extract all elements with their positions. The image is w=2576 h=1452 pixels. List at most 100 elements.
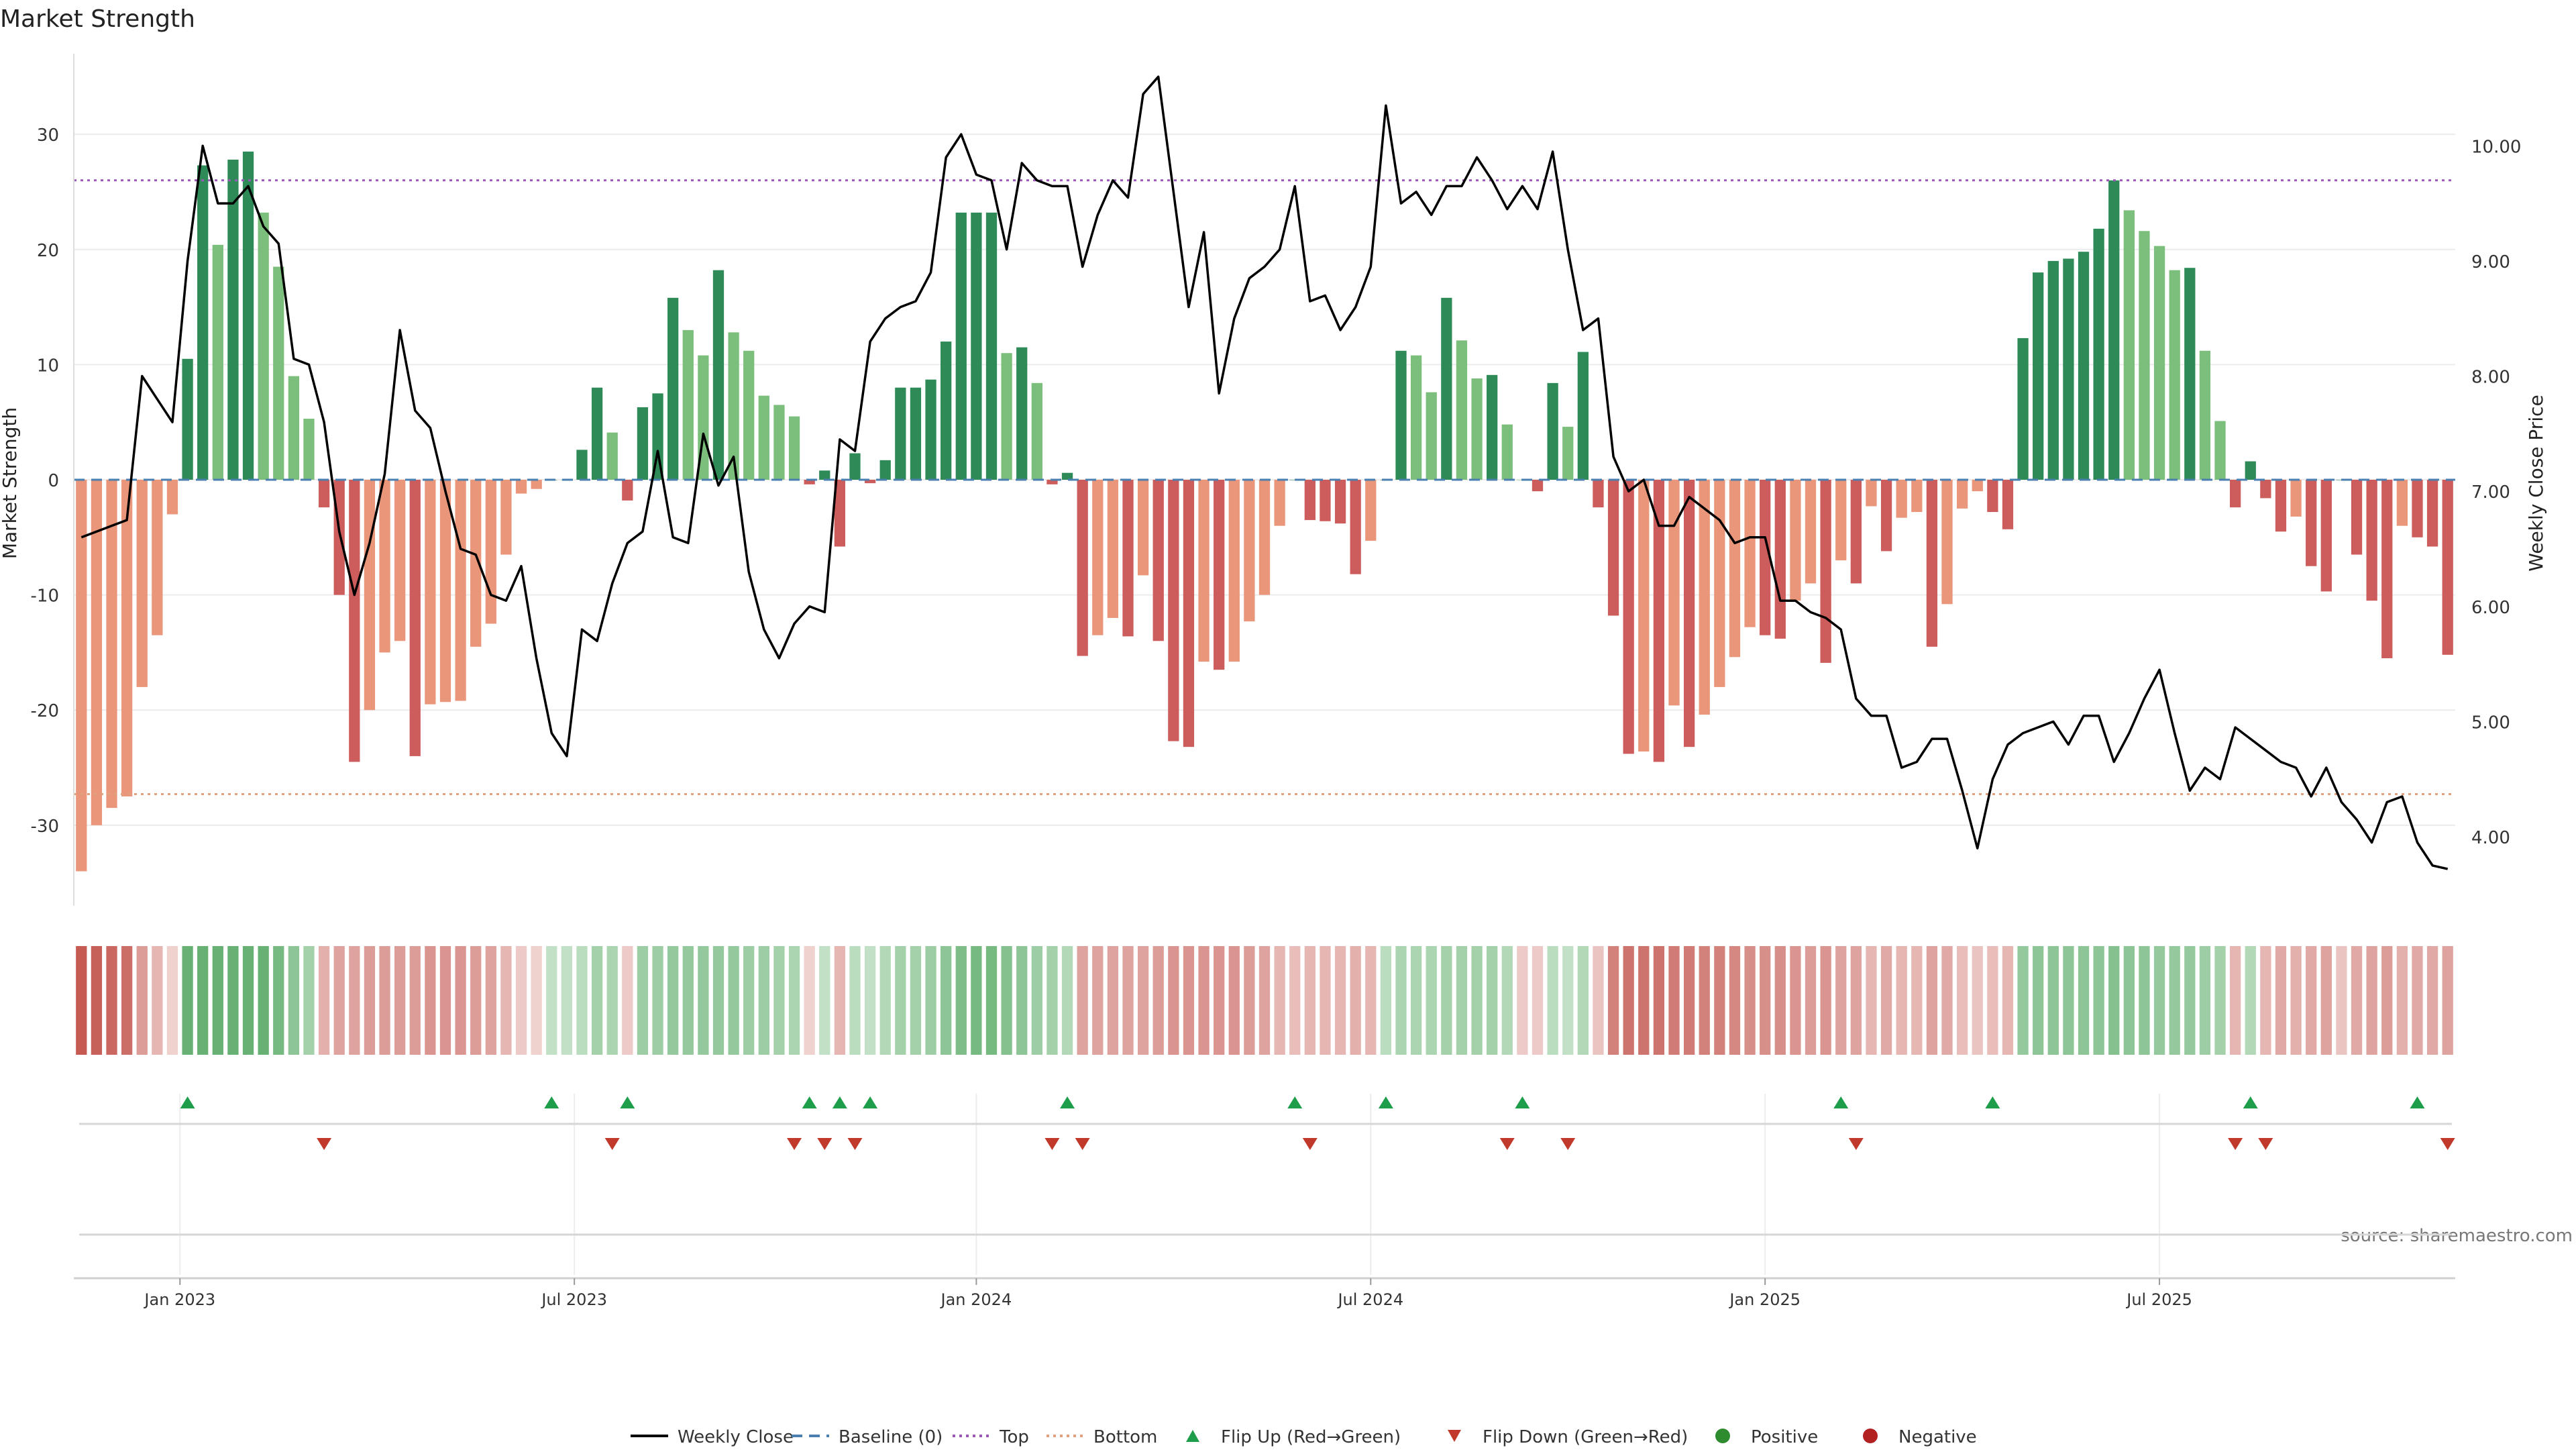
heat-band bbox=[2047, 946, 2059, 1055]
heat-band bbox=[1077, 946, 1088, 1055]
strength-bar bbox=[1805, 480, 1817, 584]
strength-bar bbox=[1744, 480, 1756, 627]
strength-bar bbox=[2290, 480, 2302, 517]
heat-band bbox=[1699, 946, 1710, 1055]
heat-band bbox=[2381, 946, 2393, 1055]
y2-axis-label: Weekly Close Price bbox=[2525, 395, 2547, 571]
flip-up-marker bbox=[1060, 1096, 1075, 1108]
legend-item: Baseline (0) bbox=[792, 1427, 943, 1447]
strength-bar bbox=[1774, 480, 1786, 639]
strength-bar bbox=[1880, 480, 1892, 552]
x-tick-label: Jul 2023 bbox=[540, 1290, 607, 1309]
legend: Weekly Close Baseline (0) Top Bottom Flip Up… bbox=[631, 1427, 1977, 1447]
heat-band bbox=[1820, 946, 1831, 1055]
strength-bar bbox=[2412, 480, 2423, 537]
heat-band bbox=[1244, 946, 1255, 1055]
strength-bar bbox=[2229, 480, 2241, 508]
strength-bar bbox=[1760, 480, 1771, 635]
heat-band bbox=[2442, 946, 2453, 1055]
heat-band bbox=[1031, 946, 1042, 1055]
flip-up-marker bbox=[2410, 1096, 2425, 1108]
heat-band bbox=[1517, 946, 1528, 1055]
heat-band bbox=[1532, 946, 1544, 1055]
heat-band bbox=[985, 946, 998, 1055]
legend-item: Bottom bbox=[1046, 1427, 1157, 1447]
heat-band bbox=[1289, 946, 1301, 1055]
y2-tick-label: 4.00 bbox=[2471, 828, 2510, 848]
strength-bar bbox=[1001, 353, 1012, 480]
heat-band bbox=[1001, 946, 1012, 1055]
heat-band bbox=[91, 946, 103, 1055]
weekly-close-layer bbox=[80, 75, 2449, 870]
y-tick-label: -30 bbox=[31, 817, 59, 837]
flip-down-marker bbox=[847, 1138, 863, 1150]
heat-band bbox=[1866, 946, 1877, 1055]
strength-bar bbox=[2275, 480, 2287, 532]
heat-band bbox=[1365, 946, 1377, 1055]
heat-band bbox=[788, 946, 800, 1055]
heat-band bbox=[2033, 946, 2044, 1055]
strength-bar bbox=[2426, 480, 2438, 547]
strength-bar bbox=[1320, 480, 1331, 521]
y-tick-label: 0 bbox=[48, 471, 59, 491]
heat-band bbox=[1790, 946, 1801, 1055]
legend-item: Flip Down (Green→Red) bbox=[1448, 1427, 1688, 1447]
heat-band bbox=[1880, 946, 1892, 1055]
y-axis-label: Market Strength bbox=[0, 407, 21, 559]
y-tick-label: 10 bbox=[37, 356, 59, 376]
heat-band bbox=[1911, 946, 1923, 1055]
strength-bar bbox=[682, 329, 694, 480]
strength-bar bbox=[1638, 480, 1650, 752]
heat-band bbox=[2412, 946, 2423, 1055]
strength-bar bbox=[1304, 480, 1316, 521]
heat-band bbox=[849, 946, 861, 1055]
heat-band bbox=[1714, 946, 1725, 1055]
heat-band bbox=[227, 946, 239, 1055]
heat-band bbox=[2108, 946, 2120, 1055]
heat-band bbox=[2351, 946, 2363, 1055]
strength-bar bbox=[439, 480, 451, 703]
strength-bar bbox=[622, 480, 633, 501]
heat-band bbox=[1152, 946, 1164, 1055]
heat-band bbox=[1274, 946, 1285, 1055]
heat-band bbox=[1987, 946, 1998, 1055]
heat-band bbox=[379, 946, 390, 1055]
axes: -30 -20 -10 0 10 20 30 4.00 5.00 6.00 7.00 8.00 9.00… bbox=[31, 54, 2521, 1309]
strength-bar bbox=[773, 405, 785, 480]
chart-title: Market Strength bbox=[0, 5, 195, 33]
strength-bar bbox=[1061, 472, 1073, 480]
strength-bar bbox=[2214, 421, 2226, 480]
flip-up-marker bbox=[832, 1096, 847, 1108]
strength-bar bbox=[470, 480, 482, 647]
legend-label: Weekly Close bbox=[678, 1427, 794, 1447]
strength-bar bbox=[1092, 480, 1104, 635]
heat-band bbox=[455, 946, 466, 1055]
heat-band bbox=[2426, 946, 2438, 1055]
heat-band bbox=[971, 946, 982, 1055]
strength-bar bbox=[1987, 480, 1998, 513]
legend-label: Positive bbox=[1751, 1427, 1818, 1447]
legend-label: Flip Down (Green→Red) bbox=[1483, 1427, 1688, 1447]
strength-bar bbox=[849, 453, 861, 480]
heat-band bbox=[652, 946, 663, 1055]
heat-band bbox=[2123, 946, 2135, 1055]
strength-bar bbox=[1896, 480, 1907, 518]
x-tick-label: Jan 2024 bbox=[940, 1290, 1012, 1309]
heat-band bbox=[606, 946, 618, 1055]
strength-bar bbox=[819, 470, 830, 480]
heat-band bbox=[910, 946, 922, 1055]
y2-tick-label: 10.00 bbox=[2471, 137, 2521, 157]
heat-band bbox=[1061, 946, 1073, 1055]
strength-bar bbox=[182, 358, 193, 480]
heat-band bbox=[622, 946, 633, 1055]
flip-down-marker bbox=[2440, 1138, 2455, 1150]
strength-bar bbox=[1562, 427, 1574, 480]
strength-bar bbox=[1911, 480, 1923, 513]
heat-band bbox=[1607, 946, 1619, 1055]
flip-down-marker bbox=[1848, 1138, 1864, 1150]
heat-band bbox=[2290, 946, 2302, 1055]
heat-band bbox=[197, 946, 209, 1055]
heat-band bbox=[2214, 946, 2226, 1055]
heat-band bbox=[1471, 946, 1483, 1055]
